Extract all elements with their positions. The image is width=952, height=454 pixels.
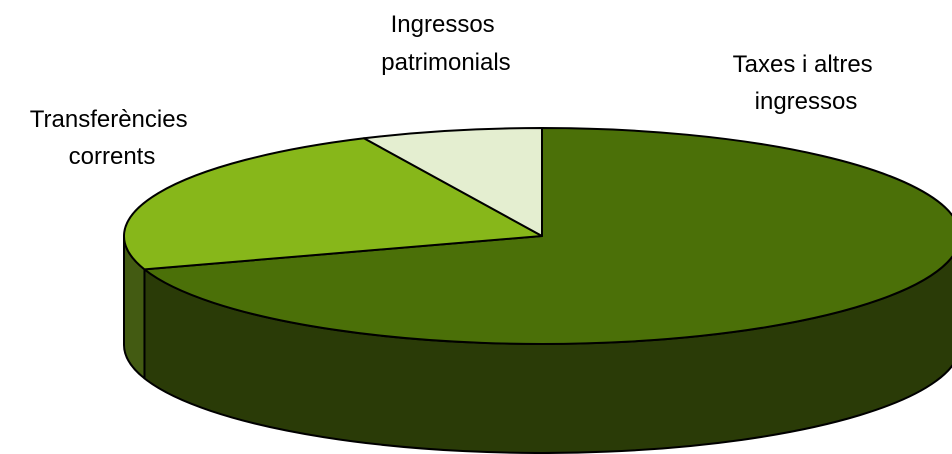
pie-slice-transferencies-corrents [123,137,543,271]
pie-tops [123,127,952,345]
pie-slice-ingressos-patrimonials [363,127,543,237]
slice-label-taxes-i-altres-ingressos: Taxes i altres ingressos [733,51,880,115]
slice-label-transferencies-corrents: Transferències corrents [30,106,195,170]
pie-labels: Taxes i altres ingressos Transferències … [30,11,880,170]
slice-label-ingressos-patrimonials: Ingressos patrimonials [381,11,510,76]
pie-slice-taxes-i-altres-ingressos [143,127,952,345]
